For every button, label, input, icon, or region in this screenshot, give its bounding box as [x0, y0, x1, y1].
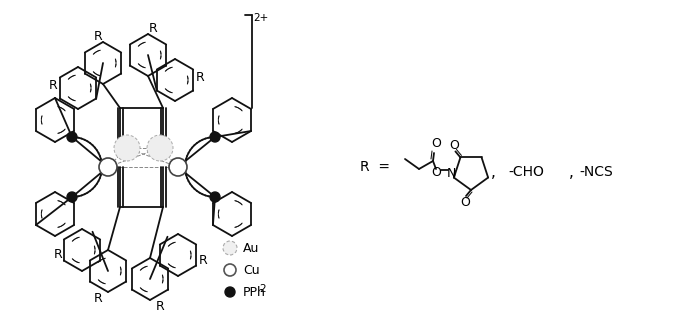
Text: Cu: Cu — [243, 264, 259, 277]
Text: R: R — [149, 21, 157, 34]
Text: O: O — [431, 166, 441, 178]
Circle shape — [147, 135, 173, 161]
Circle shape — [210, 132, 220, 142]
Text: 2+: 2+ — [253, 13, 268, 23]
Text: -CHO: -CHO — [508, 165, 544, 179]
Text: ,: , — [568, 165, 573, 179]
Circle shape — [67, 192, 77, 202]
Circle shape — [99, 158, 117, 176]
Text: PPh: PPh — [243, 286, 266, 299]
Text: O: O — [460, 195, 470, 208]
Circle shape — [169, 158, 187, 176]
Text: N: N — [447, 167, 456, 179]
Circle shape — [114, 135, 140, 161]
Text: R  =: R = — [360, 160, 390, 174]
Text: Au: Au — [243, 241, 259, 255]
Text: 2: 2 — [259, 284, 266, 294]
Text: ,: , — [491, 165, 496, 179]
Circle shape — [223, 241, 237, 255]
Text: O: O — [449, 139, 459, 152]
Text: R: R — [94, 292, 102, 305]
Text: -NCS: -NCS — [579, 165, 613, 179]
Text: O: O — [431, 137, 441, 150]
Circle shape — [67, 132, 77, 142]
Text: R: R — [54, 248, 62, 262]
Text: R: R — [199, 254, 208, 267]
Text: R: R — [49, 78, 57, 92]
Text: R: R — [156, 300, 164, 313]
Circle shape — [210, 192, 220, 202]
Circle shape — [225, 287, 235, 297]
Text: R: R — [94, 29, 102, 42]
Circle shape — [224, 264, 236, 276]
Text: R: R — [196, 70, 204, 84]
